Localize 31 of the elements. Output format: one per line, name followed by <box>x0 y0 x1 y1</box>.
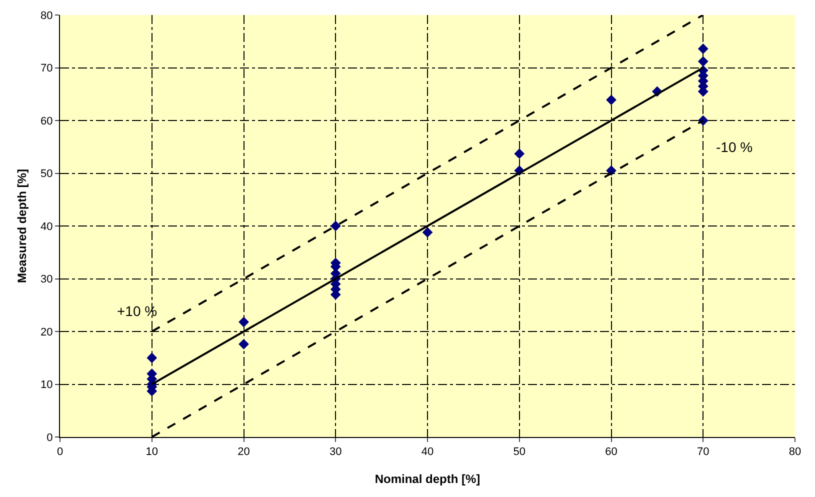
annotation: -10 % <box>716 139 753 155</box>
x-tick-label: 60 <box>605 446 618 458</box>
point <box>514 148 525 159</box>
y-tick-label: 60 <box>40 115 53 128</box>
x-tick-label: 70 <box>697 446 710 458</box>
y-axis-title: Measured depth [%] <box>15 168 29 284</box>
point <box>146 352 158 364</box>
point <box>606 94 616 106</box>
x-tick-label: 10 <box>146 446 158 458</box>
point <box>698 44 708 54</box>
y-tick-label: 20 <box>40 326 53 338</box>
point <box>238 316 249 328</box>
y-tick-label: 80 <box>40 10 53 22</box>
y-tick-label: 50 <box>40 168 53 180</box>
y-tick-label: 40 <box>40 220 53 233</box>
y-tick-label: 70 <box>40 62 53 75</box>
y-tick-label: 30 <box>40 274 53 286</box>
x-tick-label: 40 <box>421 446 434 458</box>
x-tick-label: 30 <box>330 446 342 458</box>
x-tick-label: 50 <box>513 446 526 458</box>
x-tick-label: 0 <box>56 446 64 458</box>
point <box>238 338 249 350</box>
x-axis-title: Nominal depth [%] <box>374 472 480 486</box>
y-tick-label: 10 <box>40 379 53 392</box>
x-tick-label: 20 <box>238 446 250 458</box>
point <box>422 227 433 238</box>
y-tick-label: 0 <box>46 432 53 444</box>
annotation: +10 % <box>117 303 158 319</box>
x-tick-label: 80 <box>788 446 802 458</box>
point <box>698 56 708 67</box>
point <box>330 220 341 232</box>
